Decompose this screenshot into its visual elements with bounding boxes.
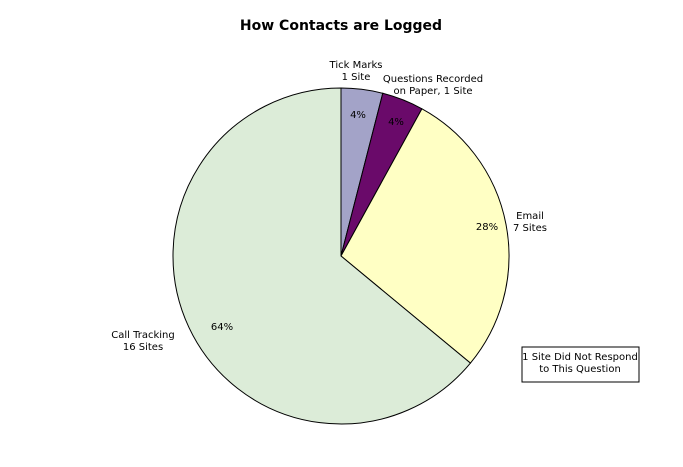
pie-slice xyxy=(340,108,510,364)
slice-category-label: Email 7 Sites xyxy=(513,211,547,234)
chart-title: How Contacts are Logged xyxy=(240,18,442,34)
slice-value-label: 4% xyxy=(388,117,404,128)
slice-category-label: Tick Marks 1 Site xyxy=(329,60,383,83)
pie-slice xyxy=(172,87,472,425)
slice-category-label: Call Tracking 16 Sites xyxy=(111,330,174,353)
slice-category-label: Questions Recorded on Paper, 1 Site xyxy=(383,74,483,97)
annotation-box xyxy=(521,346,640,383)
annotation: 1 Site Did Not Respond to This Question xyxy=(522,352,638,375)
slice-value-label: 4% xyxy=(350,110,366,121)
slice-value-label: 28% xyxy=(476,222,498,233)
slice-value-label: 64% xyxy=(211,322,233,333)
